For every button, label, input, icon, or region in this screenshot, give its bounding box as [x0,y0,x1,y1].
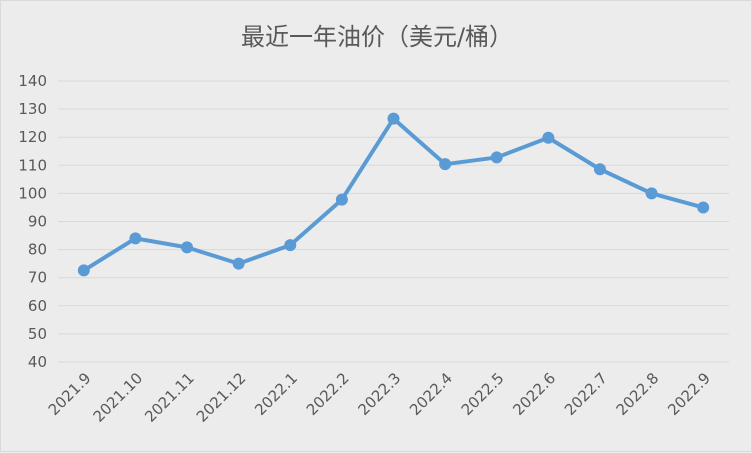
y-tick-label: 40 [28,353,47,371]
data-point [697,201,710,214]
y-axis-tick-labels: 40 50 60 70 80 90 100 110 120 130 140 [18,72,47,371]
series-line [81,116,706,273]
x-tick-label: 2022.7 [561,369,611,419]
y-tick-label: 70 [28,269,47,287]
data-points [77,112,710,277]
x-tick-label: 2022.6 [509,369,559,419]
data-point [387,112,400,125]
x-tick-label: 2022.5 [458,369,508,419]
y-tick-label: 140 [18,72,47,90]
data-point [645,187,658,200]
x-tick-label: 2022.2 [303,369,353,419]
y-tick-label: 100 [18,184,47,202]
data-point [490,151,503,164]
y-tick-label: 50 [28,325,47,343]
x-tick-label: 2021.9 [45,369,95,419]
data-point [181,241,194,254]
x-tick-label: 2022.3 [354,369,404,419]
y-tick-label: 60 [28,297,47,315]
data-point [284,239,297,252]
x-tick-label: 2022.1 [251,369,301,419]
data-point [129,232,142,245]
chart-title: 最近一年油价（美元/桶） [241,23,513,51]
x-tick-label: 2022.9 [664,369,714,419]
x-tick-label: 2021.11 [141,369,198,426]
data-point [593,163,606,176]
y-tick-label: 120 [18,128,47,146]
data-point [77,264,90,277]
y-tick-label: 80 [28,241,47,259]
y-tick-label: 90 [28,213,47,231]
gridlines [58,80,729,363]
y-tick-label: 130 [18,100,47,118]
data-point [542,131,555,144]
x-tick-label: 2022.4 [406,369,456,419]
x-tick-label: 2021.10 [90,369,147,426]
data-point [439,158,452,171]
x-tick-label: 2021.12 [193,369,250,426]
x-tick-label: 2022.8 [613,369,663,419]
data-point [232,257,245,270]
data-point [335,193,348,206]
y-tick-label: 110 [18,156,47,174]
